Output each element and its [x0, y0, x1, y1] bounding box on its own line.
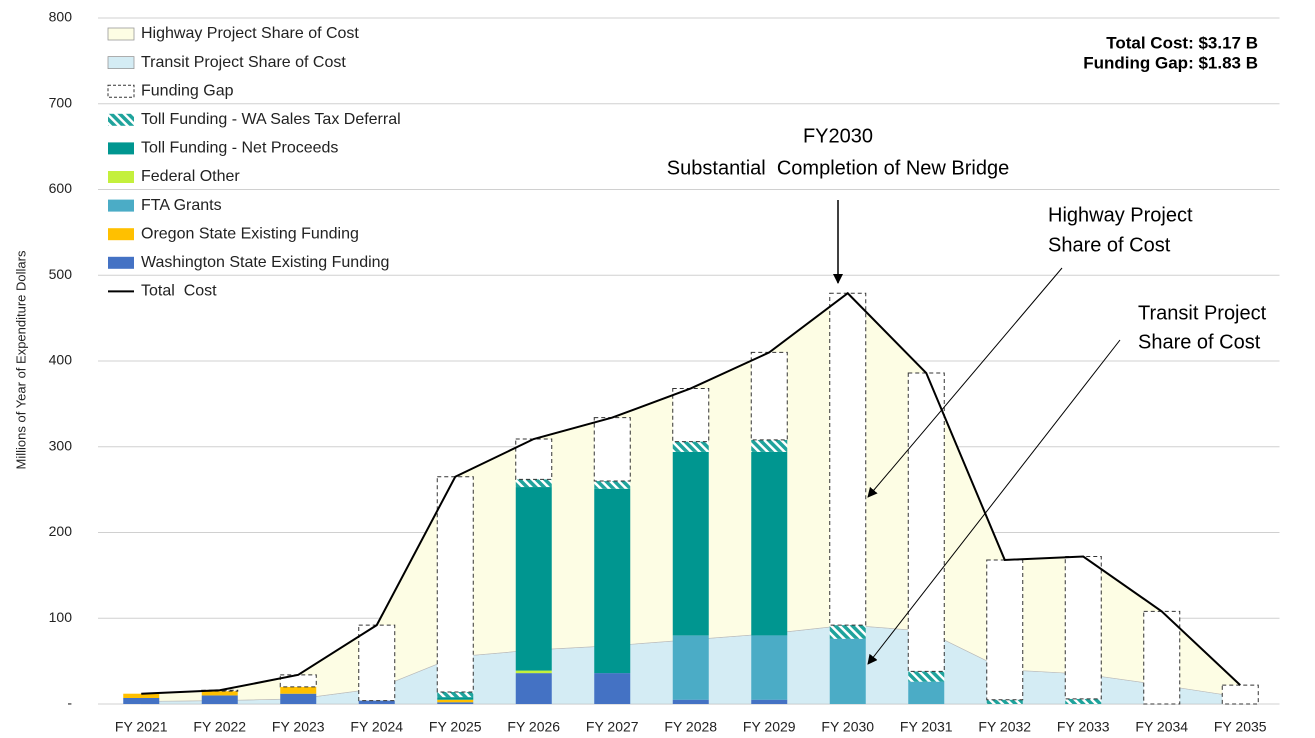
bar-segment — [123, 697, 160, 704]
y-tick-label: - — [67, 695, 72, 711]
legend-label: Oregon State Existing Funding — [141, 225, 359, 242]
annotation-arrow — [867, 267, 1063, 498]
bar-segment — [986, 559, 1024, 701]
y-tick-label: 300 — [49, 437, 73, 453]
bar-segment — [436, 476, 474, 693]
legend-swatch — [108, 228, 134, 241]
x-tick-label: FY 2035 — [1214, 719, 1267, 735]
legend-swatch — [108, 142, 134, 155]
bar-segment — [750, 351, 788, 441]
x-tick-label: FY 2028 — [664, 719, 717, 735]
bar-segment — [751, 635, 788, 700]
summary-text: Total Cost: $3.17 B — [1106, 33, 1258, 52]
legend-swatch — [107, 56, 135, 69]
bar-segment — [201, 691, 238, 696]
legend-swatch — [107, 84, 135, 98]
legend-swatch — [107, 27, 135, 41]
annotation-arrow — [867, 339, 1121, 665]
bar-segment — [358, 624, 396, 702]
bar-segment — [280, 686, 317, 694]
bar-segment — [594, 481, 631, 489]
legend-label: Toll Funding - WA Sales Tax Deferral — [141, 111, 401, 128]
x-tick-label: FY 2033 — [1057, 719, 1110, 735]
legend-label: Highway Project Share of Cost — [141, 25, 359, 42]
bar-segment — [1221, 684, 1259, 705]
y-tick-label: 100 — [49, 609, 73, 625]
bar-segment — [672, 387, 710, 443]
bar-segment — [437, 699, 474, 703]
x-tick-label: FY 2034 — [1135, 719, 1188, 735]
x-tick-label: FY 2025 — [429, 719, 482, 735]
legend-label: Federal Other — [141, 168, 240, 185]
bar-segment — [437, 697, 474, 700]
bar-segment — [593, 417, 631, 482]
bar-segment — [515, 479, 552, 488]
bar-segment — [672, 441, 709, 452]
bar-segment — [751, 699, 788, 704]
y-tick-label: 800 — [49, 9, 73, 25]
bar-segment — [672, 451, 709, 636]
bar-segment — [123, 693, 160, 698]
summary-text: Funding Gap: $1.83 B — [1083, 53, 1258, 72]
y-tick-label: 400 — [49, 352, 73, 368]
x-tick-label: FY 2024 — [350, 719, 403, 735]
annotation: Share of Cost — [1048, 234, 1171, 256]
y-tick-label: 600 — [49, 180, 73, 196]
legend-label: FTA Grants — [141, 197, 222, 214]
bar-segment — [515, 670, 552, 674]
legend-swatch — [108, 256, 134, 269]
annotation: Share of Cost — [1138, 331, 1261, 353]
bar-segment — [1064, 556, 1102, 700]
x-tick-label: FY 2021 — [115, 719, 168, 735]
bar-segment — [437, 691, 474, 698]
bar-segment — [280, 693, 317, 704]
y-tick-label: 500 — [49, 266, 73, 282]
bar-segment — [515, 487, 552, 671]
legend-label: Total Cost — [141, 283, 217, 300]
x-tick-label: FY 2023 — [272, 719, 325, 735]
bar-segment — [829, 625, 866, 639]
bar-segment — [201, 695, 238, 704]
x-tick-label: FY 2027 — [586, 719, 639, 735]
annotation: Substantial Completion of New Bridge — [667, 157, 1009, 179]
legend-swatch — [108, 199, 134, 212]
legend-label: Toll Funding - Net Proceeds — [141, 140, 338, 157]
bar-segment — [1143, 610, 1181, 705]
bar-segment — [829, 638, 866, 704]
x-tick-label: FY 2029 — [743, 719, 796, 735]
legend-swatch — [108, 113, 134, 126]
bar-segment — [751, 451, 788, 636]
legend-label: Funding Gap — [141, 82, 234, 99]
bar-segment — [907, 372, 945, 672]
legend-label: Transit Project Share of Cost — [141, 54, 346, 71]
bar-segment — [594, 488, 631, 674]
y-tick-label: 700 — [49, 94, 73, 110]
y-tick-label: 200 — [49, 523, 73, 539]
x-tick-label: FY 2031 — [900, 719, 953, 735]
bar-segment — [672, 635, 709, 700]
bar-segment — [515, 673, 552, 704]
annotation: FY2030 — [803, 125, 873, 147]
bar-segment — [751, 439, 788, 452]
bar-segment — [986, 699, 1023, 704]
bar-segment — [908, 671, 945, 682]
bar-segment — [437, 702, 474, 704]
legend-label: Washington State Existing Funding — [141, 254, 389, 271]
total-line — [141, 291, 1241, 695]
legend-swatch — [108, 171, 134, 183]
x-tick-label: FY 2026 — [507, 719, 560, 735]
y-axis-label: Millions of Year of Expenditure Dollars — [13, 250, 28, 469]
x-tick-label: FY 2032 — [978, 719, 1031, 735]
bar-segment — [672, 699, 709, 704]
annotation: Transit Project — [1138, 302, 1267, 324]
bar-segment — [358, 700, 395, 704]
x-tick-label: FY 2030 — [821, 719, 874, 735]
bar-segment — [1065, 698, 1102, 704]
bar-segment — [594, 673, 631, 704]
bar-segment — [829, 292, 867, 626]
annotation: Highway Project — [1048, 204, 1193, 226]
bar-segment — [908, 681, 945, 704]
x-tick-label: FY 2022 — [193, 719, 246, 735]
